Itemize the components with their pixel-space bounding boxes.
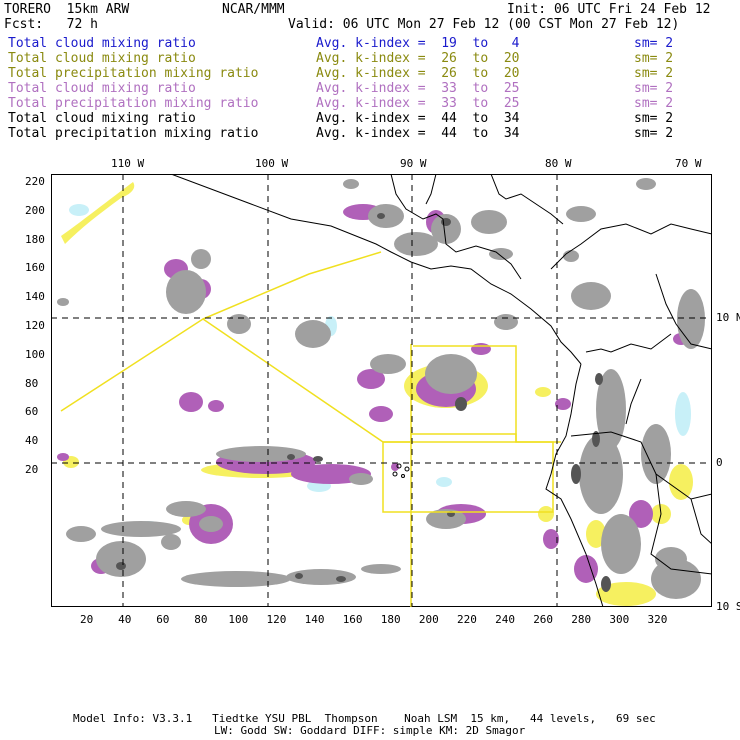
top-lon-label: 100 W: [255, 157, 289, 170]
legend-smoothing: sm= 2: [634, 111, 674, 126]
legend-smoothing: sm= 2: [634, 96, 674, 111]
legend-smoothing: sm= 2: [634, 126, 674, 141]
legend-field-label: Total cloud mixing ratio: [8, 36, 196, 51]
legend-kindex-range: Avg. k-index = 26 to 20: [316, 66, 520, 81]
domain-box-south: [382, 441, 554, 513]
left-y-label: 100: [25, 347, 45, 361]
init-time: Init: 06 UTC Fri 24 Feb 12: [507, 2, 711, 17]
bottom-x-label: 40: [118, 613, 132, 626]
organization: NCAR/MMM: [222, 2, 285, 17]
bottom-x-label: 320: [647, 613, 668, 626]
legend-field-label: Total precipitation mixing ratio: [8, 66, 259, 81]
bottom-x-label: 160: [342, 613, 363, 626]
latlon-grid: [51, 174, 712, 607]
model-info-line: Model Info: V3.3.1 Tiedtke YSU PBL Thomp…: [73, 712, 656, 725]
top-lon-label: 80 W: [545, 157, 572, 170]
right-lat-label: 10 N: [716, 311, 740, 324]
left-y-label: 40: [25, 434, 39, 448]
forecast-hour: Fcst: 72 h: [4, 17, 98, 32]
left-y-label: 200: [25, 203, 45, 217]
left-y-label: 60: [25, 405, 39, 419]
right-lat-label: 0: [716, 456, 723, 469]
bottom-x-label: 120: [266, 613, 287, 626]
bottom-x-label: 180: [380, 613, 401, 626]
bottom-x-label: 280: [571, 613, 592, 626]
bottom-x-label: 60: [156, 613, 170, 626]
physics-info-line: LW: Godd SW: Goddard DIFF: simple KM: 2D…: [214, 724, 526, 737]
bottom-x-label: 80: [194, 613, 208, 626]
legend-smoothing: sm= 2: [634, 36, 674, 51]
legend-field-label: Total cloud mixing ratio: [8, 81, 196, 96]
bottom-x-label: 300: [609, 613, 630, 626]
legend-kindex-range: Avg. k-index = 33 to 25: [316, 96, 520, 111]
top-lon-label: 110 W: [111, 157, 145, 170]
legend-field-label: Total precipitation mixing ratio: [8, 96, 259, 111]
bottom-x-label: 240: [495, 613, 515, 626]
domain-box-east: [413, 345, 517, 442]
legend-kindex-range: Avg. k-index = 44 to 34: [316, 126, 520, 141]
top-lon-label: 90 W: [400, 157, 427, 170]
bottom-x-label: 100: [228, 613, 249, 626]
right-lat-label: 10 S: [716, 600, 740, 613]
bottom-x-label: 220: [457, 613, 477, 626]
bottom-x-label: 260: [533, 613, 554, 626]
left-y-label: 160: [25, 261, 45, 275]
coastline-layer: [81, 174, 712, 607]
forecast-map: [51, 174, 712, 607]
legend-field-label: Total precipitation mixing ratio: [8, 126, 259, 141]
legend-smoothing: sm= 2: [634, 66, 674, 81]
left-y-label: 20: [25, 463, 39, 476]
flight-track-north: [202, 251, 382, 320]
valid-time: Valid: 06 UTC Mon 27 Feb 12 (00 CST Mon …: [288, 17, 680, 32]
model-name: TORERO 15km ARW: [4, 2, 130, 17]
bottom-x-label: 20: [80, 613, 94, 626]
left-y-label: 80: [25, 376, 39, 390]
legend-smoothing: sm= 2: [634, 51, 674, 66]
left-y-label: 140: [25, 290, 45, 304]
map-panel: [51, 174, 712, 607]
top-lon-label: 70 W: [675, 157, 702, 170]
bottom-x-label: 200: [418, 613, 439, 626]
left-y-label: 220: [25, 175, 45, 188]
legend-kindex-range: Avg. k-index = 33 to 25: [316, 81, 520, 96]
legend-smoothing: sm= 2: [634, 81, 674, 96]
legend-kindex-range: Avg. k-index = 26 to 20: [316, 51, 520, 66]
legend-kindex-range: Avg. k-index = 19 to 4: [316, 36, 520, 51]
legend-kindex-range: Avg. k-index = 44 to 34: [316, 111, 520, 126]
legend-field-label: Total cloud mixing ratio: [8, 51, 196, 66]
bottom-x-label: 140: [304, 613, 325, 626]
left-y-label: 180: [25, 232, 45, 246]
gray-cloud-layer: [57, 178, 705, 599]
yellow-outline-layer: [60, 251, 561, 607]
left-y-label: 120: [25, 319, 45, 332]
legend-field-label: Total cloud mixing ratio: [8, 111, 196, 126]
